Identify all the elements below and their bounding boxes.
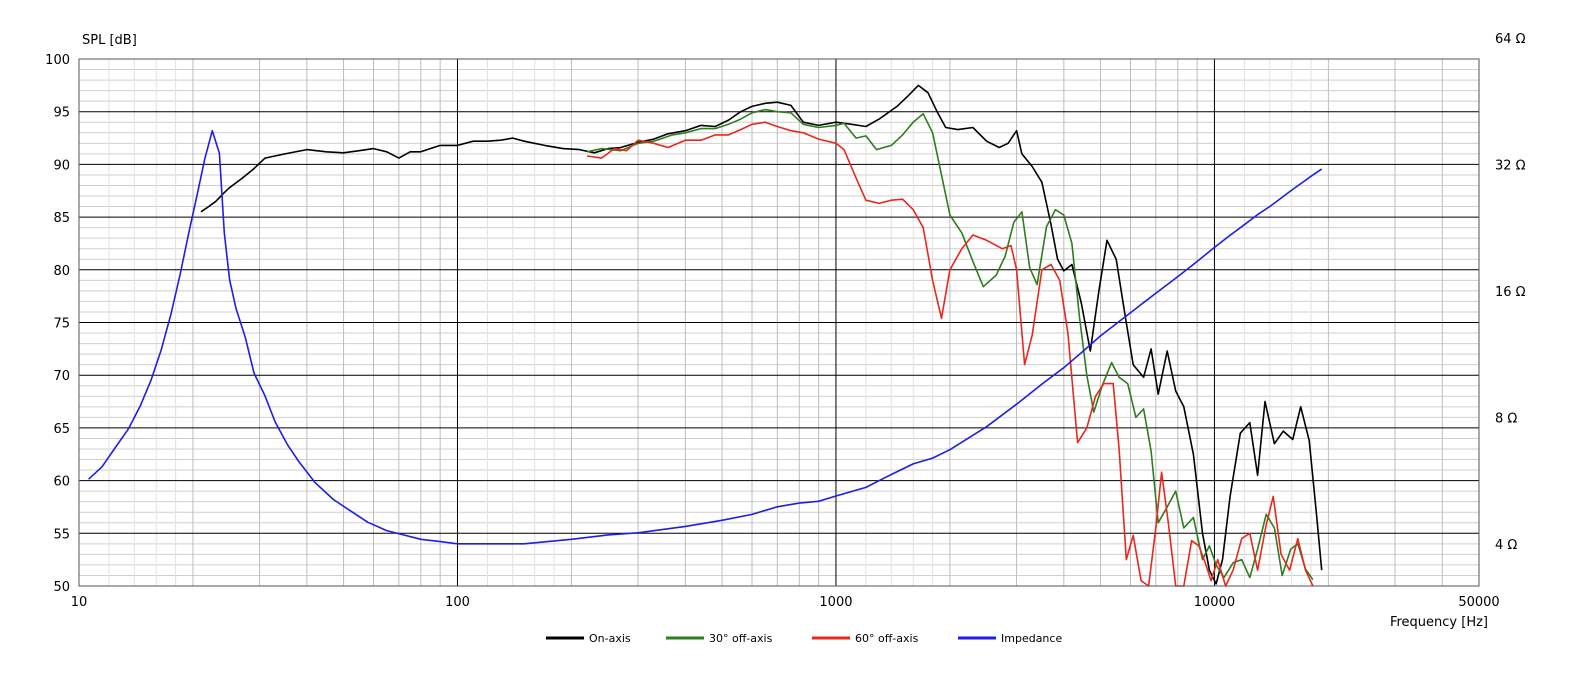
x-axis-label: Frequency [Hz]: [1390, 615, 1488, 630]
impedance-tick-label: 8 Ω: [1495, 411, 1517, 426]
y-tick-label: 95: [53, 106, 70, 121]
y-tick-label: 80: [53, 264, 70, 279]
legend-label: 60° off-axis: [855, 632, 919, 645]
series-line-60-off-axis: [586, 121, 1314, 587]
tick-labels: 50 55 60 65 70 75 80 85 90 95 100 10 100 1000 10000 500…: [45, 32, 1526, 610]
plot-frame: [78, 58, 1480, 587]
impedance-tick-label: 64 Ω: [1495, 32, 1526, 47]
legend-label: On-axis: [589, 632, 631, 645]
impedance-tick-label: 4 Ω: [1495, 538, 1517, 553]
series-line-impedance: [88, 129, 1323, 545]
y-tick-label: 60: [53, 475, 70, 490]
series-layer: [88, 84, 1323, 587]
x-tick-label: 50000: [1458, 595, 1499, 610]
legend-label: Impedance: [1001, 632, 1062, 645]
legend: On-axis 30° off-axis 60° off-axis Impedance: [546, 632, 1062, 645]
series-line-on-axis: [200, 84, 1323, 585]
x-tick-label: 10000: [1194, 595, 1235, 610]
y-tick-label: 65: [53, 422, 70, 437]
y-tick-label: 50: [53, 580, 70, 595]
x-tick-label: 1000: [819, 595, 852, 610]
impedance-tick-label: 32 Ω: [1495, 158, 1526, 173]
y-tick-label: 55: [53, 527, 70, 542]
y-axis-label: SPL [dB]: [82, 33, 137, 48]
x-tick-label: 100: [445, 595, 470, 610]
y-tick-label: 75: [53, 317, 70, 332]
y-tick-label: 90: [53, 158, 70, 173]
y-tick-label: 100: [45, 53, 70, 68]
series-line-30-off-axis: [586, 108, 1314, 581]
impedance-tick-label: 16 Ω: [1495, 285, 1526, 300]
x-tick-label: 10: [71, 595, 88, 610]
legend-label: 30° off-axis: [709, 632, 773, 645]
y-tick-label: 70: [53, 369, 70, 384]
y-tick-label: 85: [53, 211, 70, 226]
